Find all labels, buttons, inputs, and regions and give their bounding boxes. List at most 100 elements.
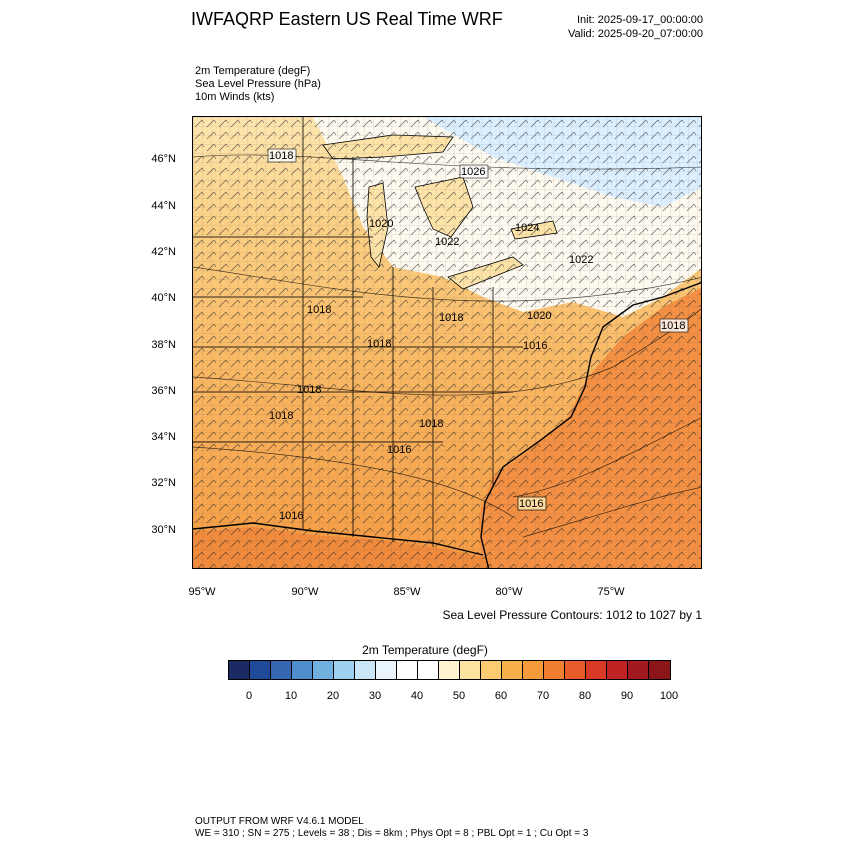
colorbar-tick-label: 10 <box>284 690 298 702</box>
colorbar-tick-label: 50 <box>452 690 466 702</box>
lat-label: 34°N <box>151 431 176 443</box>
svg-text:1016: 1016 <box>387 444 411 456</box>
colorbar-swatch <box>544 661 565 679</box>
svg-text:1018: 1018 <box>439 312 463 324</box>
svg-text:1018: 1018 <box>367 338 391 350</box>
lat-label: 40°N <box>151 292 176 304</box>
colorbar-swatch <box>355 661 376 679</box>
pressure-label: 1016 <box>279 510 303 522</box>
colorbar-swatch <box>628 661 649 679</box>
weather-map: 1018 1026 1020 1022 1024 1022 1018 1018 … <box>193 117 701 568</box>
colorbar-swatch <box>586 661 607 679</box>
lat-label: 44°N <box>151 200 176 212</box>
lon-label: 95°W <box>188 586 216 598</box>
lat-label: 36°N <box>151 385 176 397</box>
contour-note: Sea Level Pressure Contours: 1012 to 102… <box>442 608 703 622</box>
svg-text:1024: 1024 <box>515 222 539 234</box>
pressure-label: 1018 <box>269 410 293 422</box>
pressure-label: 1020 <box>527 310 551 322</box>
pressure-label: 1018 <box>439 312 463 324</box>
colorbar-tick-label: 60 <box>494 690 508 702</box>
colorbar-swatch <box>292 661 313 679</box>
valid-time: Valid: 2025-09-20_07:00:00 <box>568 28 703 40</box>
lon-label: 85°W <box>393 586 421 598</box>
colorbar-swatch <box>481 661 502 679</box>
lon-label: 90°W <box>291 586 319 598</box>
lon-label: 75°W <box>597 586 625 598</box>
colorbar-title: 2m Temperature (degF) <box>362 643 488 657</box>
pressure-label: 1016 <box>517 496 547 511</box>
svg-text:1022: 1022 <box>569 254 593 266</box>
svg-text:1020: 1020 <box>527 310 551 322</box>
svg-text:1020: 1020 <box>369 218 393 230</box>
field-list: 2m Temperature (degF) Sea Level Pressure… <box>195 65 321 104</box>
colorbar-swatch <box>460 661 481 679</box>
field-temperature: 2m Temperature (degF) <box>195 65 311 77</box>
pressure-label: 1018 <box>267 148 297 163</box>
colorbar <box>228 660 671 680</box>
colorbar-swatch <box>334 661 355 679</box>
pressure-label: 1022 <box>569 254 593 266</box>
colorbar-tick-label: 40 <box>410 690 424 702</box>
run-times: Init: 2025-09-17_00:00:00 Valid: 2025-09… <box>568 13 703 41</box>
colorbar-swatch <box>502 661 523 679</box>
svg-text:1018: 1018 <box>269 150 293 162</box>
colorbar-tick-label: 70 <box>536 690 550 702</box>
pressure-label: 1022 <box>435 236 459 248</box>
lat-label: 32°N <box>151 477 176 489</box>
colorbar-tick-label: 0 <box>245 690 253 702</box>
svg-text:1016: 1016 <box>523 340 547 352</box>
pressure-label: 1016 <box>387 444 411 456</box>
plot-title: IWFAQRP Eastern US Real Time WRF <box>191 9 503 29</box>
colorbar-swatch <box>649 661 670 679</box>
pressure-label: 1020 <box>369 218 393 230</box>
svg-text:1018: 1018 <box>269 410 293 422</box>
svg-text:1018: 1018 <box>297 384 321 396</box>
model-footer: OUTPUT FROM WRF V4.6.1 MODEL WE = 310 ; … <box>195 816 588 840</box>
colorbar-swatch <box>565 661 586 679</box>
colorbar-swatch <box>439 661 460 679</box>
coastline <box>193 282 701 568</box>
pressure-label: 1018 <box>419 418 443 430</box>
colorbar-swatch <box>418 661 439 679</box>
lon-label: 80°W <box>495 586 523 598</box>
colorbar-swatch <box>523 661 544 679</box>
colorbar-tick-label: 20 <box>326 690 340 702</box>
pressure-label: 1024 <box>515 222 539 234</box>
colorbar-swatch <box>271 661 292 679</box>
init-time: Init: 2025-09-17_00:00:00 <box>577 14 703 26</box>
lat-label: 38°N <box>151 339 176 351</box>
field-pressure: Sea Level Pressure (hPa) <box>195 78 321 90</box>
colorbar-swatch <box>376 661 397 679</box>
colorbar-swatch <box>250 661 271 679</box>
svg-text:1022: 1022 <box>435 236 459 248</box>
map-panel: 1018 1026 1020 1022 1024 1022 1018 1018 … <box>192 116 702 569</box>
pressure-label: 1016 <box>523 340 547 352</box>
colorbar-swatch <box>607 661 628 679</box>
colorbar-tick-label: 90 <box>620 690 634 702</box>
colorbar-tick-label: 30 <box>368 690 382 702</box>
colorbar-swatch <box>229 661 250 679</box>
svg-text:1018: 1018 <box>307 304 331 316</box>
svg-text:1018: 1018 <box>419 418 443 430</box>
isobars <box>193 154 701 538</box>
colorbar-tick-label: 100 <box>659 690 679 702</box>
footer-model: OUTPUT FROM WRF V4.6.1 MODEL <box>195 816 364 827</box>
colorbar-tick-label: 80 <box>578 690 592 702</box>
pressure-label: 1018 <box>297 384 321 396</box>
pressure-label: 1018 <box>659 318 689 333</box>
lat-label: 30°N <box>151 524 176 536</box>
colorbar-swatch <box>397 661 418 679</box>
wind-barbs <box>193 117 701 568</box>
lat-label: 46°N <box>151 153 176 165</box>
svg-text:1018: 1018 <box>661 320 685 332</box>
colorbar-swatch <box>313 661 334 679</box>
pressure-label: 1018 <box>367 338 391 350</box>
svg-text:1016: 1016 <box>519 498 543 510</box>
lat-label: 42°N <box>151 246 176 258</box>
pressure-labels: 1018 1026 1020 1022 1024 1022 1018 1018 … <box>267 148 689 522</box>
svg-text:1026: 1026 <box>461 166 485 178</box>
field-winds: 10m Winds (kts) <box>195 91 275 103</box>
svg-text:1016: 1016 <box>279 510 303 522</box>
footer-settings: WE = 310 ; SN = 275 ; Levels = 38 ; Dis … <box>195 828 589 839</box>
